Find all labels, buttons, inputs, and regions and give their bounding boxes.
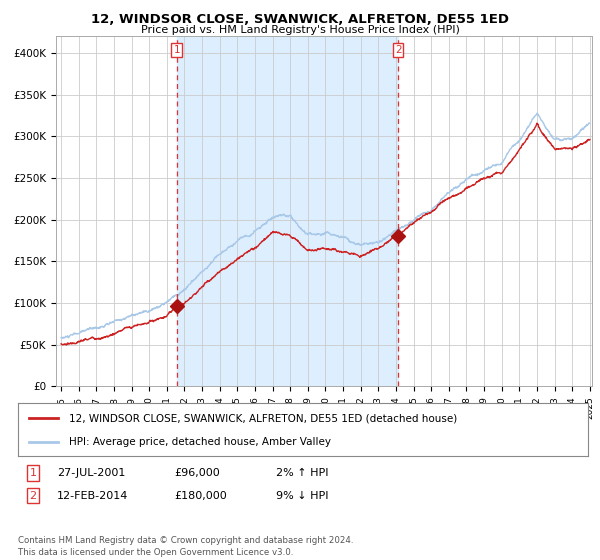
Text: £180,000: £180,000 — [174, 491, 227, 501]
Text: 9% ↓ HPI: 9% ↓ HPI — [276, 491, 329, 501]
Text: Price paid vs. HM Land Registry's House Price Index (HPI): Price paid vs. HM Land Registry's House … — [140, 25, 460, 35]
Text: 12-FEB-2014: 12-FEB-2014 — [57, 491, 128, 501]
Text: £96,000: £96,000 — [174, 468, 220, 478]
Text: 2: 2 — [29, 491, 37, 501]
Text: 12, WINDSOR CLOSE, SWANWICK, ALFRETON, DE55 1ED: 12, WINDSOR CLOSE, SWANWICK, ALFRETON, D… — [91, 13, 509, 26]
Text: 2: 2 — [395, 45, 401, 55]
Text: Contains HM Land Registry data © Crown copyright and database right 2024.
This d: Contains HM Land Registry data © Crown c… — [18, 536, 353, 557]
Text: 2% ↑ HPI: 2% ↑ HPI — [276, 468, 329, 478]
Text: 27-JUL-2001: 27-JUL-2001 — [57, 468, 125, 478]
Text: 1: 1 — [173, 45, 180, 55]
Bar — [177, 36, 398, 386]
Text: 12, WINDSOR CLOSE, SWANWICK, ALFRETON, DE55 1ED (detached house): 12, WINDSOR CLOSE, SWANWICK, ALFRETON, D… — [70, 413, 458, 423]
Text: 1: 1 — [29, 468, 37, 478]
Text: HPI: Average price, detached house, Amber Valley: HPI: Average price, detached house, Ambe… — [70, 436, 331, 446]
